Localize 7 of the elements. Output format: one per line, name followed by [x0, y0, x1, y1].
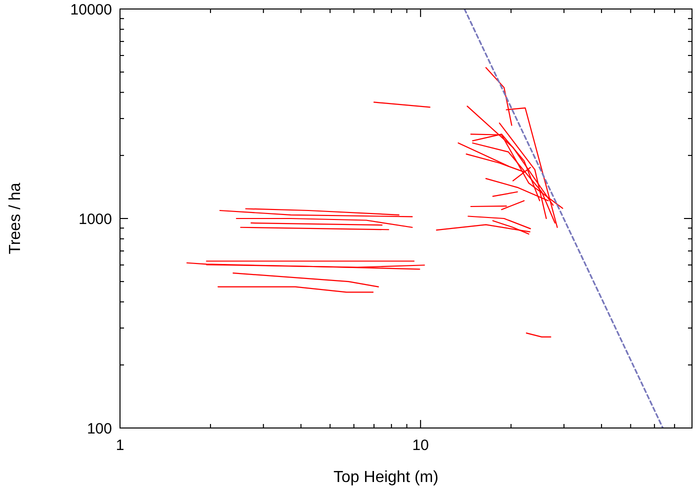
y-tick-label: 1000 — [78, 210, 112, 228]
y-axis-title: Trees / ha — [7, 182, 24, 254]
y-tick-label: 100 — [86, 420, 112, 438]
x-axis-title: Top Height (m) — [334, 469, 438, 486]
x-tick-label: 1 — [116, 437, 124, 454]
y-tick-label: 10000 — [70, 1, 112, 18]
x-tick-label: 10 — [412, 437, 429, 454]
